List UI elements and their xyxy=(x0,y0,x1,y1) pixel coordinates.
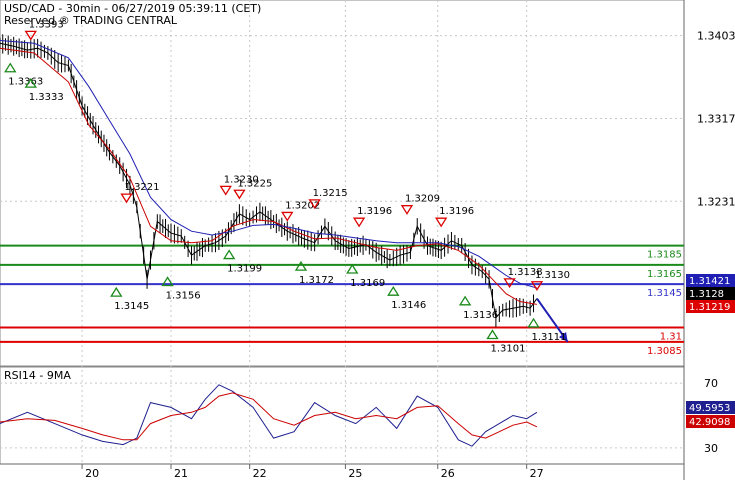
x-tick-label: 27 xyxy=(530,467,544,480)
high-marker xyxy=(503,278,516,289)
low-marker xyxy=(222,249,236,260)
axis-labels: 20 21 22 25 26 27 1.3403 1.3317 1.3231 70 30 xyxy=(81,30,735,480)
low-label: 1.3172 xyxy=(299,275,334,286)
high-marker xyxy=(281,211,294,222)
low-marker xyxy=(346,263,359,274)
low-label: 1.3363 xyxy=(8,77,43,88)
price-box xyxy=(686,274,735,287)
high-marker xyxy=(233,189,246,200)
y-tick-label: 1.3317 xyxy=(697,112,735,125)
rsi-box-label: 42.9098 xyxy=(689,417,730,428)
high-marker xyxy=(308,199,321,210)
low-marker xyxy=(161,276,174,287)
rsi-ma-line xyxy=(0,392,538,441)
slow-ma-line xyxy=(0,40,538,289)
rsi-box xyxy=(686,415,735,428)
high-label: 1.3130 xyxy=(535,270,570,281)
x-tick-label: 26 xyxy=(441,467,455,480)
high-label: 1.3225 xyxy=(237,178,272,189)
projection-arrowhead xyxy=(558,332,568,342)
x-tick-label: 21 xyxy=(174,467,188,480)
high-label: 1.3196 xyxy=(357,206,392,217)
chart-subtitle: Reserved ® TRADING CENTRAL xyxy=(4,14,178,27)
rsi-y-tick-label: 30 xyxy=(704,442,718,455)
rsi-panel xyxy=(0,366,685,465)
value-boxes: 1.31421 1.3128 1.31219 49.5953 42.9098 xyxy=(686,274,735,428)
price-box-label: 1.31219 xyxy=(689,302,730,313)
low-marker xyxy=(458,295,472,306)
high-label: 1.3196 xyxy=(439,206,474,217)
high-label: 1.3230 xyxy=(224,174,259,185)
y-tick-label: 1.3403 xyxy=(697,30,735,43)
high-marker xyxy=(400,205,414,215)
price-box-label: 1.31421 xyxy=(689,276,730,287)
level-label: 1.3185 xyxy=(647,250,682,261)
low-label: 1.3145 xyxy=(114,301,149,312)
grid xyxy=(0,0,684,464)
chart-title: USD/CAD - 30min - 06/27/2019 05:39:11 (C… xyxy=(4,2,261,15)
low-marker xyxy=(527,317,540,328)
level-label: 1.3165 xyxy=(647,269,682,280)
rsi-series xyxy=(0,384,538,447)
low-label: 1.3111 xyxy=(532,332,567,343)
low-label: 1.3333 xyxy=(29,92,64,103)
rsi-line xyxy=(0,384,538,447)
high-label: 1.3209 xyxy=(405,194,440,205)
low-marker xyxy=(294,260,308,271)
price-box xyxy=(686,300,735,313)
high-label: 1.3393 xyxy=(29,19,64,30)
low-label: 1.3146 xyxy=(391,300,426,311)
low-marker xyxy=(486,329,499,340)
high-marker xyxy=(352,217,366,228)
level-label: 1.3085 xyxy=(647,346,682,357)
rsi-y-tick-label: 70 xyxy=(704,377,718,390)
high-marker xyxy=(530,281,544,291)
high-marker xyxy=(120,193,133,204)
price-line xyxy=(0,42,538,319)
fast-ma-line xyxy=(0,47,537,305)
high-marker xyxy=(24,30,37,41)
price-box-label: 1.3128 xyxy=(689,289,724,300)
rsi-box-label: 49.5953 xyxy=(689,403,730,414)
rsi-box xyxy=(686,401,735,414)
low-marker xyxy=(110,286,123,297)
high-marker xyxy=(219,185,232,196)
x-tick-label: 20 xyxy=(85,467,99,480)
price-series xyxy=(0,34,569,343)
high-marker xyxy=(435,217,448,228)
low-marker xyxy=(24,77,37,88)
rsi-title: RSI14 - 9MA xyxy=(4,369,71,382)
y-tick-label: 1.3231 xyxy=(697,195,735,208)
support-resistance-lines: 1.3185 1.3165 1.3145 1.31 1.3085 xyxy=(0,244,684,357)
swing-markers: 1.3393 1.3363 1.3333 1.3221 1.3145 1.3156 1.32… xyxy=(4,19,570,355)
price-box xyxy=(686,287,735,300)
low-label: 1.3101 xyxy=(490,344,525,355)
level-label: 1.31 xyxy=(660,331,682,342)
high-label: 1.3138 xyxy=(508,267,543,278)
low-label: 1.3156 xyxy=(166,291,201,302)
low-label: 1.3199 xyxy=(227,264,262,275)
x-tick-label: 25 xyxy=(348,467,362,480)
level-label: 1.3145 xyxy=(647,288,682,299)
low-label: 1.3169 xyxy=(350,278,385,289)
high-label: 1.3202 xyxy=(285,200,320,211)
x-tick-label: 22 xyxy=(253,467,267,480)
price-panel xyxy=(0,0,685,367)
high-label: 1.3215 xyxy=(313,188,348,199)
low-marker xyxy=(387,285,400,296)
low-marker xyxy=(4,62,17,73)
high-label: 1.3221 xyxy=(125,182,160,193)
low-label: 1.3136 xyxy=(463,310,498,321)
